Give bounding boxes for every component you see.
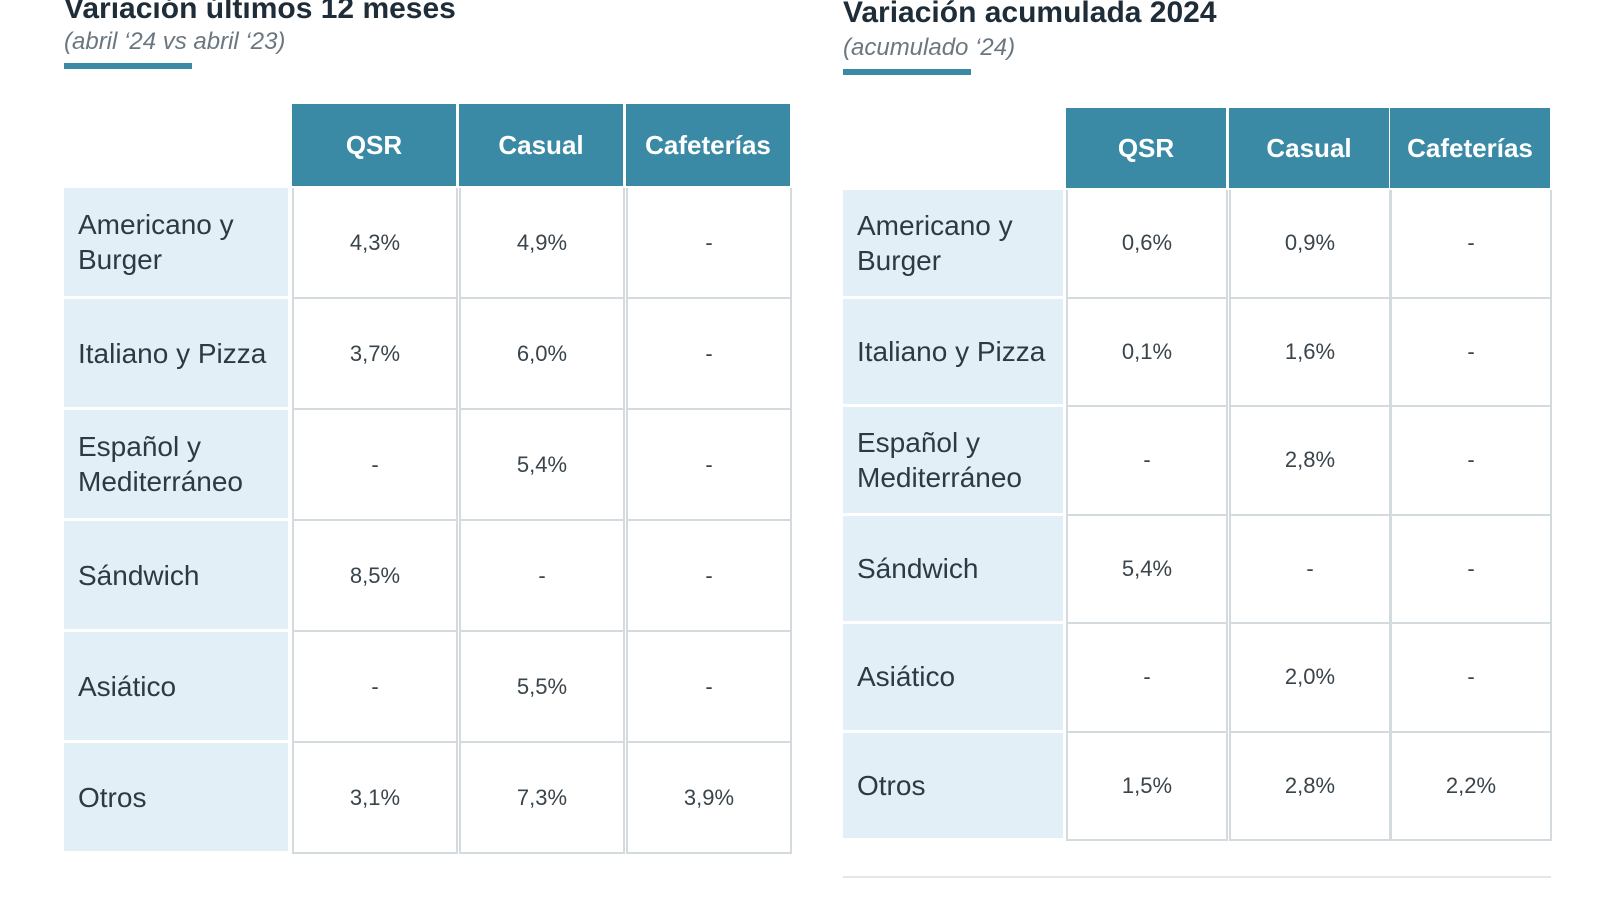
row-label: Otros [843, 732, 1063, 841]
value-cell: 0,9% [1229, 190, 1391, 299]
value-cell: - [1390, 624, 1552, 733]
value-cell: - [626, 632, 792, 743]
value-cell: - [1066, 624, 1228, 733]
value-cell: 3,7% [292, 299, 458, 410]
row-label: Americano y Burger [64, 188, 288, 299]
value-cell: 3,1% [292, 743, 458, 854]
value-cell: - [626, 521, 792, 632]
row-label: Otros [64, 743, 288, 854]
value-cell: - [1390, 298, 1552, 407]
column-header: Cafeterías [1390, 108, 1550, 188]
column-header: QSR [292, 104, 456, 186]
value-cell: 1,5% [1066, 732, 1228, 841]
value-cell: - [626, 188, 792, 299]
value-cell: - [626, 410, 792, 521]
row-label: Asiático [843, 624, 1063, 733]
row-label: Sándwich [843, 515, 1063, 624]
value-cell: 6,0% [459, 299, 625, 410]
value-cell: - [1066, 407, 1228, 516]
column-header: Cafeterías [626, 104, 790, 186]
row-label: Asiático [64, 632, 288, 743]
value-cell: - [626, 299, 792, 410]
value-cell: 8,5% [292, 521, 458, 632]
value-cell: - [1390, 515, 1552, 624]
value-cell: - [292, 632, 458, 743]
row-label: Americano y Burger [843, 190, 1063, 299]
table-title: Variación acumulada 2024 [843, 0, 1217, 29]
table-subtitle: (abril ‘24 vs abril ‘23) [64, 28, 286, 55]
accent-bar [64, 63, 192, 69]
value-cell: 7,3% [459, 743, 625, 854]
column-header: QSR [1066, 108, 1226, 188]
table-subtitle: (acumulado ‘24) [843, 34, 1016, 61]
value-cell: 0,6% [1066, 190, 1228, 299]
value-cell: 5,4% [1066, 515, 1228, 624]
value-cell: 4,3% [292, 188, 458, 299]
value-cell: 0,1% [1066, 298, 1228, 407]
value-cell: - [1390, 407, 1552, 516]
row-label: Español y Mediterráneo [64, 410, 288, 521]
value-cell: 2,2% [1390, 732, 1552, 841]
row-label: Italiano y Pizza [843, 298, 1063, 407]
value-cell: 2,8% [1229, 407, 1391, 516]
row-label: Sándwich [64, 521, 288, 632]
value-cell: - [1390, 190, 1552, 299]
column-header: Casual [1229, 108, 1389, 188]
accent-bar [843, 69, 971, 75]
value-cell: 1,6% [1229, 298, 1391, 407]
value-cell: - [1229, 515, 1391, 624]
value-cell: 5,4% [459, 410, 625, 521]
column-header: Casual [459, 104, 623, 186]
row-label: Italiano y Pizza [64, 299, 288, 410]
value-cell: - [459, 521, 625, 632]
value-cell: - [292, 410, 458, 521]
value-cell: 4,9% [459, 188, 625, 299]
value-cell: 2,0% [1229, 624, 1391, 733]
value-cell: 2,8% [1229, 732, 1391, 841]
row-label: Español y Mediterráneo [843, 407, 1063, 516]
value-cell: 3,9% [626, 743, 792, 854]
table-title: Variación últimos 12 meses [64, 0, 456, 25]
divider [843, 876, 1551, 878]
value-cell: 5,5% [459, 632, 625, 743]
